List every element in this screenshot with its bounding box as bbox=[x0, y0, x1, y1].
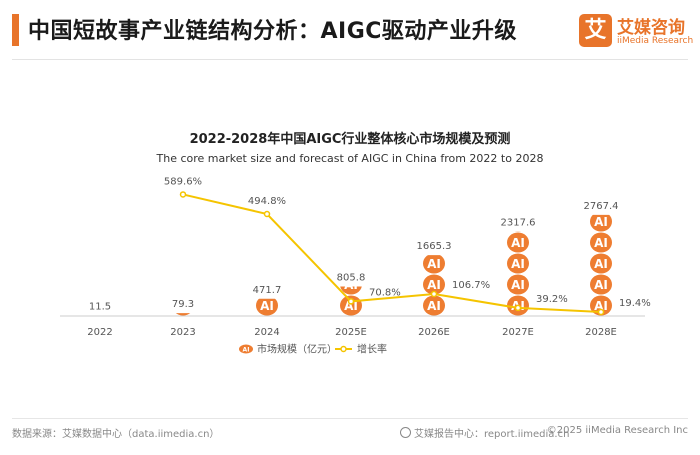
x-tick-label: 2028E bbox=[585, 327, 617, 338]
ai-icon-shape bbox=[256, 298, 278, 316]
ai-icon-text: AI bbox=[594, 278, 608, 292]
growth-rate-line bbox=[182, 193, 602, 313]
x-tick-label: 2023 bbox=[170, 327, 195, 338]
ai-icon-shape bbox=[590, 295, 612, 316]
growth-rate-label: 70.8% bbox=[369, 287, 401, 298]
chart-title: 2022-2028年中国AIGC行业整体核心市场规模及预测 bbox=[189, 132, 511, 147]
ai-icon-text: AI bbox=[594, 215, 608, 229]
ai-icon-text: AI bbox=[427, 278, 441, 292]
bar-value-label: 79.3 bbox=[172, 299, 194, 310]
page-title: 中国短故事产业链结构分析：AIGC驱动产业升级 bbox=[28, 19, 517, 44]
ai-icon-text: AI bbox=[594, 299, 608, 313]
ai-bar-icon: AI bbox=[515, 231, 521, 232]
growth-rate-label: 39.2% bbox=[536, 294, 568, 305]
ai-bar-icon: AI bbox=[423, 295, 445, 316]
ai-bar-icon: AI bbox=[175, 313, 191, 316]
growth-rate-label: 19.4% bbox=[619, 298, 651, 309]
legend-bar-icon-text: AI bbox=[243, 347, 250, 354]
legend-bar-icon bbox=[239, 344, 253, 354]
ai-icon-shape bbox=[590, 274, 612, 295]
legend-line-marker bbox=[340, 345, 347, 353]
ai-bar-icon: AI bbox=[507, 232, 529, 253]
growth-rate-label: 589.6% bbox=[164, 176, 202, 187]
growth-rate-point bbox=[347, 298, 355, 305]
chart-legend: AI 市场规模（亿元） 增长率 bbox=[239, 343, 387, 356]
x-tick-label: 2027E bbox=[502, 327, 534, 338]
ai-icon-text: AI bbox=[594, 257, 608, 271]
growth-rate-label: 106.7% bbox=[452, 280, 490, 291]
x-tick-label: 2024 bbox=[254, 327, 279, 338]
ai-icon-text: AI bbox=[511, 278, 525, 292]
ai-bar-icon: AI bbox=[590, 232, 612, 253]
x-tick-label: 2026E bbox=[418, 327, 450, 338]
report-center-link[interactable]: 艾媒报告中心：report.iimedia.cn bbox=[414, 429, 570, 440]
bar-2028E: AI AI AI AI AI bbox=[590, 214, 612, 316]
ai-icon-shape bbox=[507, 232, 529, 253]
bar-value-label: 805.8 bbox=[337, 273, 366, 284]
ai-icon-shape bbox=[515, 231, 521, 232]
ai-icon-text: AI bbox=[427, 257, 441, 271]
copyright: ©2025 iiMedia Research Inc bbox=[546, 425, 688, 436]
iimedia-logo[interactable]: 艾 艾媒咨询 iiMedia Research bbox=[579, 12, 695, 52]
bar-2026E: AI AI AI bbox=[423, 255, 445, 316]
ai-icon-shape bbox=[507, 274, 529, 295]
ai-icon-shape bbox=[423, 274, 445, 295]
ai-icon-text: AI bbox=[260, 299, 274, 313]
bar-value-label: 2767.4 bbox=[584, 201, 619, 212]
title-divider bbox=[12, 59, 688, 60]
legend-bar-label: 市场规模（亿元） bbox=[257, 343, 337, 356]
ai-icon-shape bbox=[423, 255, 445, 274]
logo-mark-icon: 艾 bbox=[579, 14, 612, 47]
ai-icon-shape bbox=[590, 253, 612, 274]
footer-divider bbox=[12, 418, 688, 419]
ai-bar-icon: AI bbox=[423, 255, 445, 274]
ai-bar-icon: AI bbox=[340, 278, 362, 295]
ai-icon-shape bbox=[507, 253, 529, 274]
growth-rate-point bbox=[263, 210, 271, 218]
growth-rate-label: 494.8% bbox=[248, 196, 286, 207]
ai-icon-text: AI bbox=[594, 236, 608, 250]
ai-icon-shape bbox=[175, 313, 191, 316]
ai-icon-text: AI bbox=[344, 278, 358, 292]
bar-value-label: 2317.6 bbox=[501, 217, 536, 228]
ai-icon-text: AI bbox=[511, 236, 525, 250]
chart-subtitle: The core market size and forecast of AIG… bbox=[156, 152, 544, 165]
market-size-chart: AI11.52022AI79.32023AI471.72024AIAI805.8… bbox=[60, 176, 651, 356]
ai-icon-shape bbox=[590, 232, 612, 253]
header-bar: 中国短故事产业链结构分析：AIGC驱动产业升级 艾 艾媒咨询 iiMedia R… bbox=[0, 0, 700, 64]
ai-bar-icon: AI bbox=[590, 295, 612, 316]
globe-icon bbox=[400, 427, 411, 438]
ai-icon-text: AI bbox=[511, 257, 525, 271]
x-tick-label: 2025E bbox=[335, 327, 367, 338]
ai-icon-shape bbox=[340, 286, 362, 295]
ai-icon-text: AI bbox=[427, 299, 441, 313]
ai-icon-shape bbox=[590, 214, 612, 232]
growth-rate-point bbox=[514, 304, 522, 312]
data-source: 数据来源：艾媒数据中心（data.iimedia.cn） bbox=[12, 429, 220, 440]
ai-bar-icon: AI bbox=[507, 253, 529, 274]
ai-bar-icon: AI bbox=[423, 274, 445, 295]
report-center[interactable]: 艾媒报告中心：report.iimedia.cn bbox=[400, 425, 569, 440]
bar-2023: AI bbox=[175, 313, 191, 316]
ai-bar-icon: AI bbox=[256, 298, 278, 316]
ai-bar-icon: AI bbox=[590, 214, 612, 232]
ai-bar-icon: AI bbox=[590, 253, 612, 274]
bar-value-label: 471.7 bbox=[253, 285, 282, 296]
logo-text-cn: 艾媒咨询 bbox=[617, 18, 685, 38]
ai-bar-icon: AI bbox=[507, 274, 529, 295]
x-tick-label: 2022 bbox=[87, 327, 112, 338]
title-accent-bar bbox=[12, 14, 19, 46]
growth-rate-point bbox=[597, 308, 605, 316]
legend-line-label: 增长率 bbox=[357, 343, 387, 356]
bar-value-label: 11.5 bbox=[89, 302, 111, 313]
bar-value-label: 1665.3 bbox=[417, 241, 452, 252]
bar-2024: AI bbox=[256, 298, 278, 316]
ai-bar-icon: AI bbox=[590, 274, 612, 295]
ai-icon-text: AI bbox=[344, 299, 358, 313]
logo-text-en: iiMedia Research bbox=[617, 36, 694, 46]
growth-rate-point bbox=[179, 191, 187, 198]
growth-rate-point bbox=[430, 290, 438, 298]
ai-icon-shape bbox=[423, 295, 445, 316]
